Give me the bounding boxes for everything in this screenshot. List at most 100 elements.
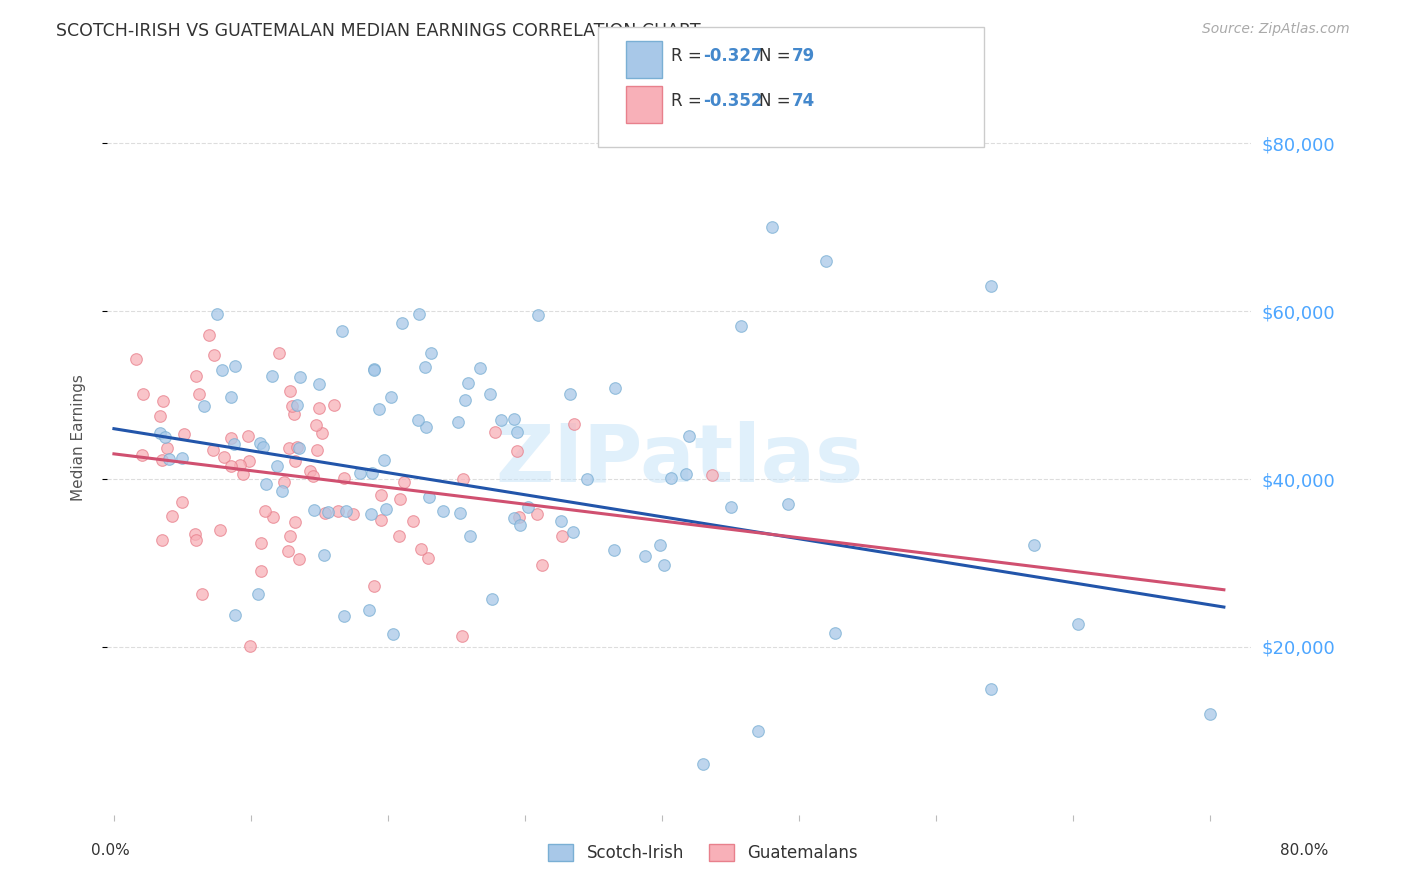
Guatemalans <box>288 552 311 566</box>
Scotch-Irish <box>249 435 271 450</box>
Guatemalans <box>249 536 271 550</box>
Guatemalans <box>262 510 284 524</box>
Guatemalans <box>209 523 232 537</box>
Scotch-Irish <box>449 506 471 520</box>
Guatemalans <box>451 472 474 486</box>
Scotch-Irish <box>458 529 481 543</box>
Text: 79: 79 <box>792 47 815 65</box>
Text: N =: N = <box>759 92 796 110</box>
Scotch-Irish <box>502 412 524 426</box>
Guatemalans <box>214 450 236 465</box>
Scotch-Irish <box>505 425 527 440</box>
Scotch-Irish <box>266 459 288 474</box>
Guatemalans <box>302 469 325 483</box>
Guatemalans <box>305 417 328 432</box>
Guatemalans <box>273 475 295 489</box>
Scotch-Irish <box>447 415 470 429</box>
Text: 0.0%: 0.0% <box>91 843 131 858</box>
Guatemalans <box>305 443 328 458</box>
Scotch-Irish <box>457 376 479 391</box>
Scotch-Irish <box>193 399 215 413</box>
Guatemalans <box>184 369 207 384</box>
Text: 74: 74 <box>792 92 815 110</box>
Guatemalans <box>284 515 307 529</box>
Scotch-Irish <box>432 504 454 518</box>
Scotch-Irish <box>260 369 283 384</box>
Guatemalans <box>229 458 252 472</box>
Scotch-Irish <box>270 483 292 498</box>
Scotch-Irish <box>634 549 657 563</box>
Scotch-Irish <box>157 452 180 467</box>
Guatemalans <box>221 431 243 445</box>
Scotch-Irish <box>357 603 380 617</box>
Scotch-Irish <box>824 625 846 640</box>
Text: -0.352: -0.352 <box>703 92 762 110</box>
Guatemalans <box>285 440 308 454</box>
Guatemalans <box>392 475 415 489</box>
Scotch-Irish <box>720 500 742 514</box>
Scotch-Irish <box>527 308 550 322</box>
Guatemalans <box>322 398 344 412</box>
Scotch-Irish <box>406 413 429 427</box>
Guatemalans <box>170 494 193 508</box>
Scotch-Irish <box>308 377 330 392</box>
Scotch-Irish <box>415 419 437 434</box>
Scotch-Irish <box>288 370 311 384</box>
Guatemalans <box>125 352 148 367</box>
Scotch-Irish <box>367 401 389 416</box>
Scotch-Irish <box>222 437 245 451</box>
Scotch-Irish <box>478 387 501 401</box>
Scotch-Irish <box>332 324 354 338</box>
Scotch-Irish <box>603 381 626 395</box>
Scotch-Irish <box>375 502 398 516</box>
Guatemalans <box>416 551 439 566</box>
Guatemalans <box>198 328 221 343</box>
Scotch-Irish <box>413 359 436 374</box>
Guatemalans <box>277 544 299 558</box>
Guatemalans <box>363 579 385 593</box>
Guatemalans <box>238 454 260 468</box>
Scotch-Irish <box>489 413 512 427</box>
Scotch-Irish <box>408 307 430 321</box>
Scotch-Irish <box>360 466 382 480</box>
Scotch-Irish <box>470 361 492 376</box>
Scotch-Irish <box>252 440 274 454</box>
Scotch-Irish <box>509 518 531 533</box>
Scotch-Irish <box>652 558 675 573</box>
Scotch-Irish <box>815 254 838 268</box>
Guatemalans <box>402 514 425 528</box>
Scotch-Irish <box>224 359 246 373</box>
Scotch-Irish <box>562 524 585 539</box>
Guatemalans <box>236 429 259 443</box>
Scotch-Irish <box>558 387 581 401</box>
Guatemalans <box>150 453 173 467</box>
Guatemalans <box>409 542 432 557</box>
Text: R =: R = <box>671 92 707 110</box>
Guatemalans <box>278 529 301 543</box>
Scotch-Irish <box>980 681 1002 696</box>
Scotch-Irish <box>692 757 714 772</box>
Scotch-Irish <box>349 466 371 480</box>
Scotch-Irish <box>360 508 382 522</box>
Scotch-Irish <box>516 500 538 514</box>
Guatemalans <box>283 453 305 467</box>
Guatemalans <box>700 467 723 482</box>
Text: N =: N = <box>759 47 796 65</box>
Legend: Scotch-Irish, Guatemalans: Scotch-Irish, Guatemalans <box>540 836 866 871</box>
Guatemalans <box>314 506 336 520</box>
Guatemalans <box>451 629 474 643</box>
Guatemalans <box>219 458 242 473</box>
Scotch-Irish <box>1067 617 1090 632</box>
Guatemalans <box>388 492 411 507</box>
Guatemalans <box>526 507 548 521</box>
Guatemalans <box>333 471 356 485</box>
Scotch-Irish <box>678 429 700 443</box>
Guatemalans <box>484 425 506 439</box>
Guatemalans <box>342 507 364 521</box>
Guatemalans <box>311 425 333 440</box>
Guatemalans <box>131 387 153 401</box>
Scotch-Irish <box>155 430 177 444</box>
Scotch-Irish <box>575 472 598 486</box>
Guatemalans <box>298 464 321 478</box>
Guatemalans <box>191 587 214 601</box>
